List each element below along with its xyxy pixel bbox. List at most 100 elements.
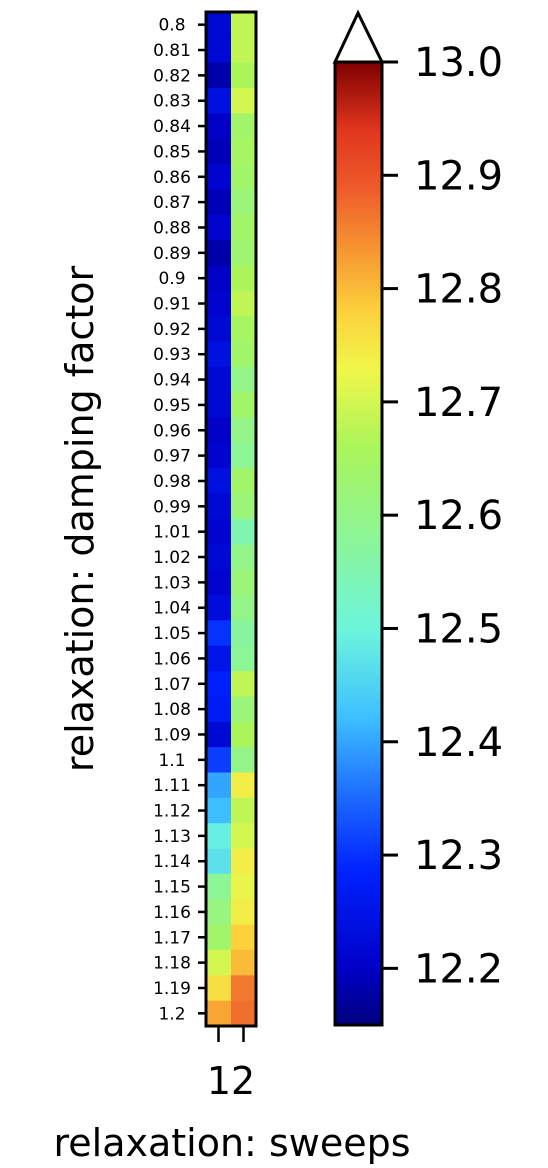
heatmap-cell <box>231 823 257 850</box>
y-tick-label: 1.17 <box>153 928 191 948</box>
heatmap-cell <box>231 240 257 266</box>
heatmap-cell <box>231 366 257 393</box>
heatmap-cell <box>206 1000 232 1027</box>
heatmap-cell <box>231 341 257 368</box>
heatmap-cell <box>231 316 257 343</box>
y-tick-label: 0.98 <box>153 472 191 492</box>
colorbar-ticks: 12.2 12.3 12.4 12.5 12.6 12.7 12.8 12.9 13.0 <box>382 40 503 992</box>
heatmap-cell <box>206 721 232 748</box>
heatmap-cell <box>231 620 257 647</box>
heatmap-cell <box>231 772 257 799</box>
heatmap-cell <box>206 696 232 723</box>
heatmap-cell <box>231 747 257 773</box>
y-tick-label: 1.05 <box>153 624 191 644</box>
heatmap-cell <box>206 772 232 799</box>
y-tick-label: 1.1 <box>158 751 185 771</box>
y-tick-label: 1.2 <box>158 1004 185 1024</box>
y-tick-label: 1.14 <box>153 852 191 872</box>
heatmap-cell <box>206 341 232 368</box>
heatmap-cell <box>231 493 257 520</box>
heatmap-cell <box>231 949 257 976</box>
x-tick-label: 12 <box>207 1059 255 1103</box>
colorbar-tick-label: 12.5 <box>414 606 503 652</box>
x-axis-ticks: 12 <box>207 1026 255 1103</box>
heatmap-cell <box>206 138 232 165</box>
heatmap-cell <box>206 747 232 773</box>
heatmap-cell <box>206 620 232 647</box>
y-tick-label: 0.99 <box>153 497 191 517</box>
heatmap-cell <box>231 1000 257 1027</box>
heatmap-cell <box>231 468 257 495</box>
heatmap-cell <box>206 214 232 241</box>
heatmap-cell <box>231 544 257 571</box>
y-tick-label: 0.91 <box>153 295 191 315</box>
y-tick-label: 0.85 <box>153 142 191 162</box>
heatmap-cell <box>206 290 232 317</box>
y-tick-label: 1.16 <box>153 903 191 923</box>
heatmap-cell <box>231 417 257 444</box>
y-tick-label: 1.15 <box>153 878 191 898</box>
heatmap-cell <box>231 975 257 1002</box>
y-tick-label: 0.96 <box>153 421 191 441</box>
y-tick-label: 0.84 <box>153 117 191 137</box>
y-tick-label: 0.97 <box>153 447 191 467</box>
y-tick-label: 1.04 <box>153 599 191 619</box>
colorbar-tick-label: 12.3 <box>414 833 503 879</box>
y-tick-label: 0.89 <box>153 244 191 264</box>
heatmap-cell <box>206 671 232 697</box>
heatmap-cell <box>231 62 257 89</box>
y-tick-label: 0.92 <box>153 320 191 340</box>
heatmap-frame <box>204 10 258 1028</box>
heatmap-cell <box>231 392 257 419</box>
y-tick-label: 0.87 <box>153 193 191 213</box>
heatmap-cell <box>206 189 232 216</box>
heatmap-cell <box>231 138 257 165</box>
colorbar-gradient <box>335 62 382 1025</box>
heatmap-cell <box>231 569 257 596</box>
heatmap-cell <box>206 316 232 343</box>
colorbar-tick-label: 12.8 <box>414 267 503 313</box>
heatmap-cell <box>206 12 232 38</box>
colorbar-tick-label: 12.4 <box>414 720 503 766</box>
colorbar-tick-label: 13.0 <box>414 40 503 86</box>
colorbar-tick-label: 12.7 <box>414 380 503 426</box>
colorbar-tick-label: 12.9 <box>414 153 503 199</box>
heatmap-cell <box>231 797 257 824</box>
y-tick-label: 0.83 <box>153 92 191 112</box>
heatmap-cell <box>231 595 257 621</box>
heatmap-cell <box>231 265 257 292</box>
heatmap-cell <box>206 949 232 976</box>
heatmap-cell <box>206 417 232 444</box>
heatmap-cell <box>231 924 257 951</box>
y-axis-label: relaxation: damping factor <box>58 266 102 773</box>
heatmap-cell <box>231 113 257 140</box>
colorbar-tick-label: 12.2 <box>414 946 503 992</box>
y-tick-label: 0.81 <box>153 41 191 61</box>
heatmap-cell <box>206 519 232 545</box>
heatmap-cell <box>231 214 257 241</box>
y-tick-label: 0.82 <box>153 66 191 86</box>
x-axis-label: relaxation: sweeps <box>53 1121 410 1165</box>
y-tick-label: 1.07 <box>153 675 191 695</box>
heatmap-cell <box>231 721 257 748</box>
y-axis-ticks: 0.8 0.81 0.82 0.83 0.84 0.85 0.86 0.87 0.88 0.89 0… <box>153 16 206 1024</box>
heatmap-cell <box>206 873 232 900</box>
heatmap-cell <box>231 290 257 317</box>
heatmap-cell <box>231 164 257 190</box>
y-tick-label: 1.12 <box>153 802 191 822</box>
heatmap-cell <box>231 848 257 875</box>
heatmap-cell <box>206 797 232 824</box>
y-tick-label: 1.03 <box>153 573 191 593</box>
heatmap-cell <box>231 645 257 672</box>
y-tick-label: 1.09 <box>153 725 191 745</box>
heatmap-cell <box>206 62 232 89</box>
heatmap-cell <box>206 442 232 469</box>
colorbar: 12.2 12.3 12.4 12.5 12.6 12.7 12.8 12.9 13.0 <box>332 9 503 1027</box>
heatmap-cell <box>206 240 232 266</box>
heatmap-cell <box>206 392 232 419</box>
heatmap-cell <box>231 899 257 926</box>
heatmap-cells <box>206 12 257 1027</box>
heatmap-cell <box>206 975 232 1002</box>
